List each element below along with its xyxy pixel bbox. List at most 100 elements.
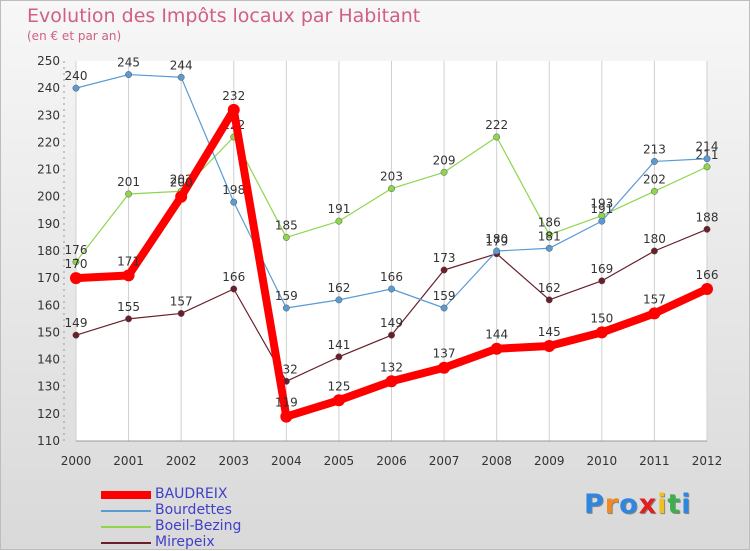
data-point [650,187,658,195]
x-tick-label: 2012 [692,454,723,468]
data-point [72,258,80,266]
data-label: 240 [65,69,88,83]
data-label: 209 [433,153,456,167]
data-point [703,155,711,163]
data-point [227,103,240,116]
data-point [388,331,395,339]
legend-label: Boeil-Bezing [155,518,242,534]
data-point [490,342,503,355]
y-tick-label: 120 [37,407,60,421]
x-tick-label: 2000 [61,454,92,468]
data-point [125,315,133,323]
y-tick-label: 200 [37,190,60,204]
data-point [440,304,448,312]
y-tick-label: 190 [37,217,60,231]
data-point [388,185,395,193]
data-label: 159 [433,289,456,303]
data-label: 155 [117,300,140,314]
data-label: 244 [170,58,193,72]
y-tick-label: 180 [37,244,60,258]
x-tick-label: 2007 [429,454,460,468]
data-point [70,272,82,285]
data-point [650,157,658,165]
logo-letter: i [681,489,692,520]
series-baudreix: 170 171 200 232 119 125 132 137 144 145 150 157 166 [65,89,718,423]
data-label: 137 [433,347,456,361]
x-tick-label: 2002 [166,454,197,468]
data-label: 170 [65,257,88,271]
data-point [440,266,448,274]
data-label: 171 [117,254,140,268]
x-tick-label: 2001 [113,454,144,468]
data-point [230,198,238,206]
data-label: 232 [222,89,245,103]
data-label: 166 [222,270,245,284]
data-label: 119 [275,396,298,410]
y-tick-label: 130 [37,380,60,394]
data-point [335,217,343,225]
data-label: 145 [538,325,561,339]
x-tick-label: 2005 [324,454,355,468]
data-point [282,233,290,241]
data-point [543,340,556,352]
data-point [280,410,293,423]
data-point [72,84,80,92]
data-label: 176 [65,243,88,257]
x-tick-label: 2010 [587,454,618,468]
data-label: 211 [696,148,719,162]
data-point [230,285,238,293]
data-label: 149 [380,316,403,330]
data-label: 185 [275,218,298,232]
y-tick-label: 240 [37,81,60,95]
data-point [438,361,451,374]
data-label: 188 [696,210,719,224]
legend-swatch [101,526,151,528]
x-tick-label: 2009 [534,454,565,468]
data-point [177,73,185,81]
data-point [125,71,133,79]
data-label: 180 [485,232,508,246]
data-point [703,163,711,171]
series-bourdettes: 240 245 244 198 159 162 166 159 180 181 191 213 214 [65,56,719,312]
logo-letter: r [604,489,620,520]
data-point [545,231,553,239]
logo-letter: t [667,489,682,520]
x-tick-label: 2003 [218,454,249,468]
data-point [493,133,501,141]
data-label: 162 [538,281,561,295]
data-label: 169 [590,262,613,276]
data-point [72,331,80,339]
data-point [648,307,661,320]
data-label: 202 [643,172,666,186]
logo-letter: P [584,489,605,520]
chart-subtitle: (en € et par an) [27,29,122,43]
data-point [175,190,188,203]
data-label: 200 [170,176,193,190]
y-tick-label: 150 [37,325,60,339]
data-point [598,277,606,285]
data-label: 193 [590,197,613,211]
data-label: 173 [433,251,456,265]
data-label: 157 [170,294,193,308]
data-point [177,309,185,317]
data-label: 222 [485,118,508,132]
data-label: 125 [327,379,350,393]
data-point [335,296,343,304]
data-point [595,326,608,339]
legend-label: BAUDREIX [155,486,228,502]
data-label: 245 [117,56,140,70]
data-label: 214 [696,140,719,154]
data-point [703,225,711,233]
y-tick-label: 250 [37,54,60,68]
data-point [545,244,553,252]
chart-title: Evolution des Impôts locaux par Habitant [27,5,421,27]
data-point [598,217,606,225]
x-tick-label: 2004 [271,454,302,468]
data-label: 157 [643,292,666,306]
data-label: 191 [590,202,613,216]
data-point [282,304,290,312]
data-point [335,353,343,361]
data-point [388,285,395,293]
